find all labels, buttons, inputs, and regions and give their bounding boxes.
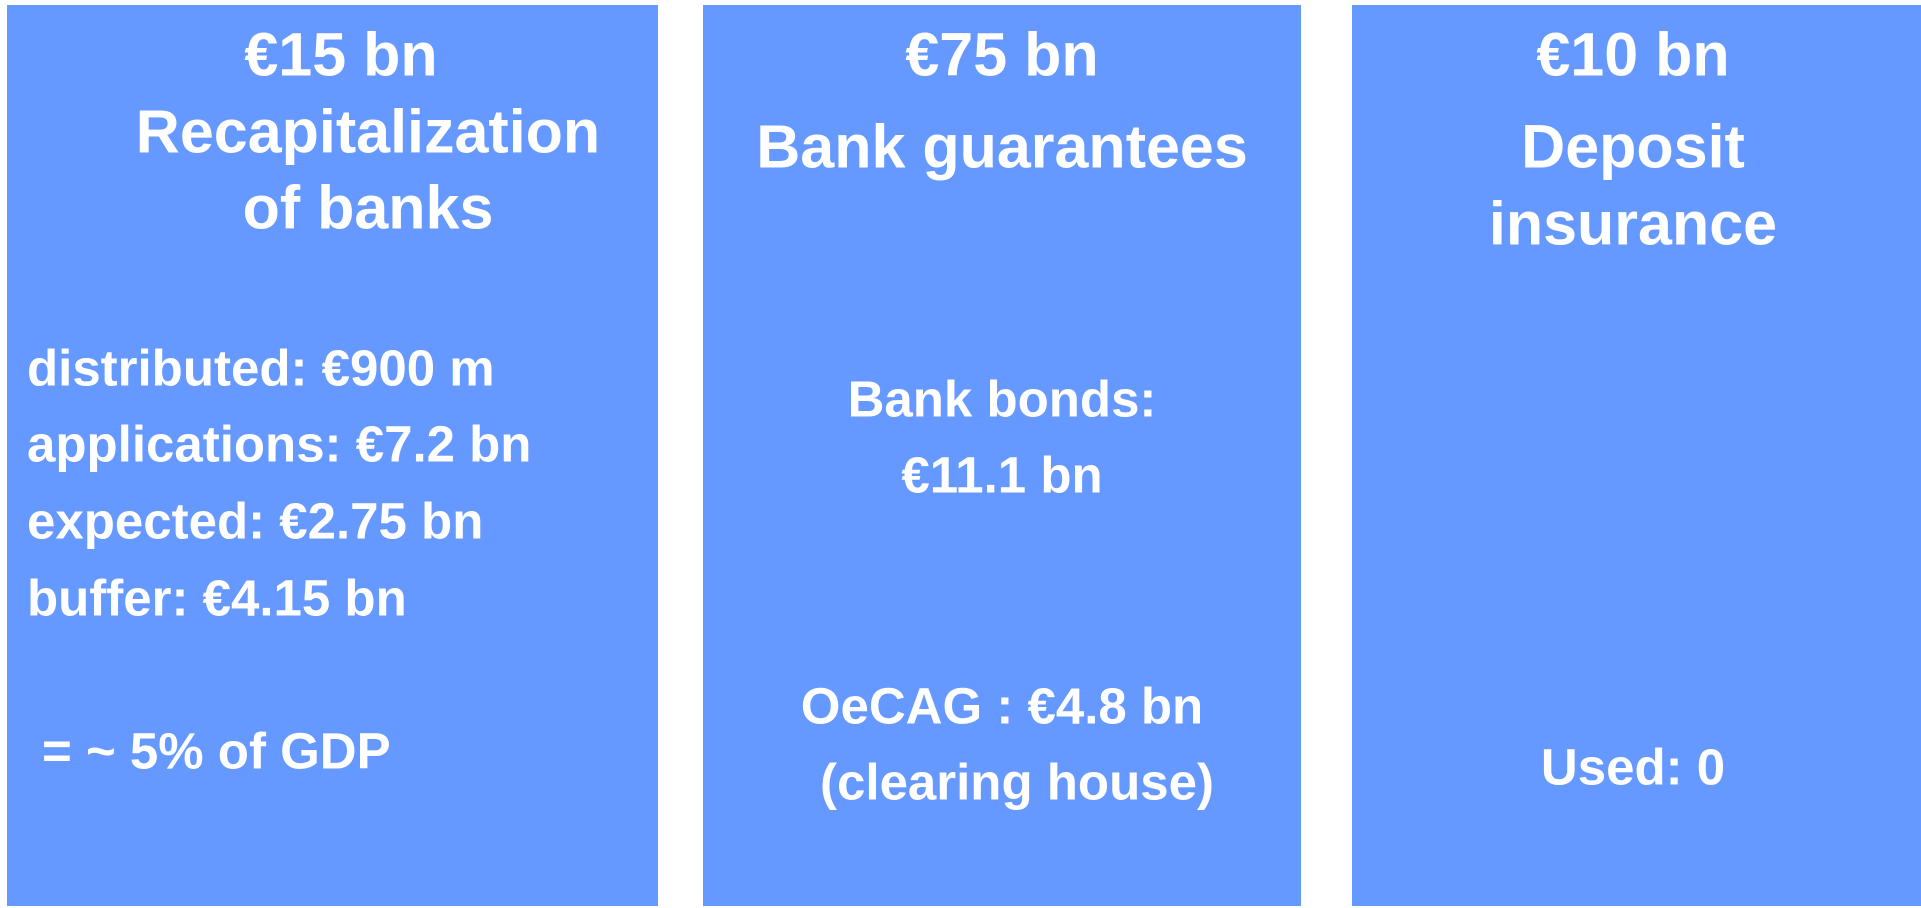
item: Bank bonds: — [847, 370, 1157, 428]
panel-title: Bank guarantees — [756, 112, 1248, 181]
amount: €75 bn — [905, 20, 1099, 89]
panel-title: Recapitalization — [135, 97, 601, 166]
panel — [1352, 5, 1921, 906]
item: applications: €7.2 bn — [27, 415, 532, 473]
panel — [7, 5, 658, 906]
panel-title: of banks — [242, 173, 494, 242]
item: distributed: €900 m — [27, 339, 495, 397]
item: €11.1 bn — [901, 446, 1103, 504]
note: Used: 0 — [1540, 738, 1726, 796]
item: buffer: €4.15 bn — [27, 569, 407, 627]
panel-title: Deposit — [1521, 112, 1745, 181]
amount: €10 bn — [1536, 20, 1730, 89]
note: = ~ 5% of GDP — [42, 722, 391, 780]
item: expected: €2.75 bn — [27, 492, 484, 550]
panel-title: insurance — [1488, 189, 1778, 258]
note: OeCAG : €4.8 bn — [800, 677, 1204, 735]
amount: €15 bn — [244, 20, 438, 89]
panel — [703, 5, 1301, 906]
note: (clearing house) — [820, 753, 1214, 811]
